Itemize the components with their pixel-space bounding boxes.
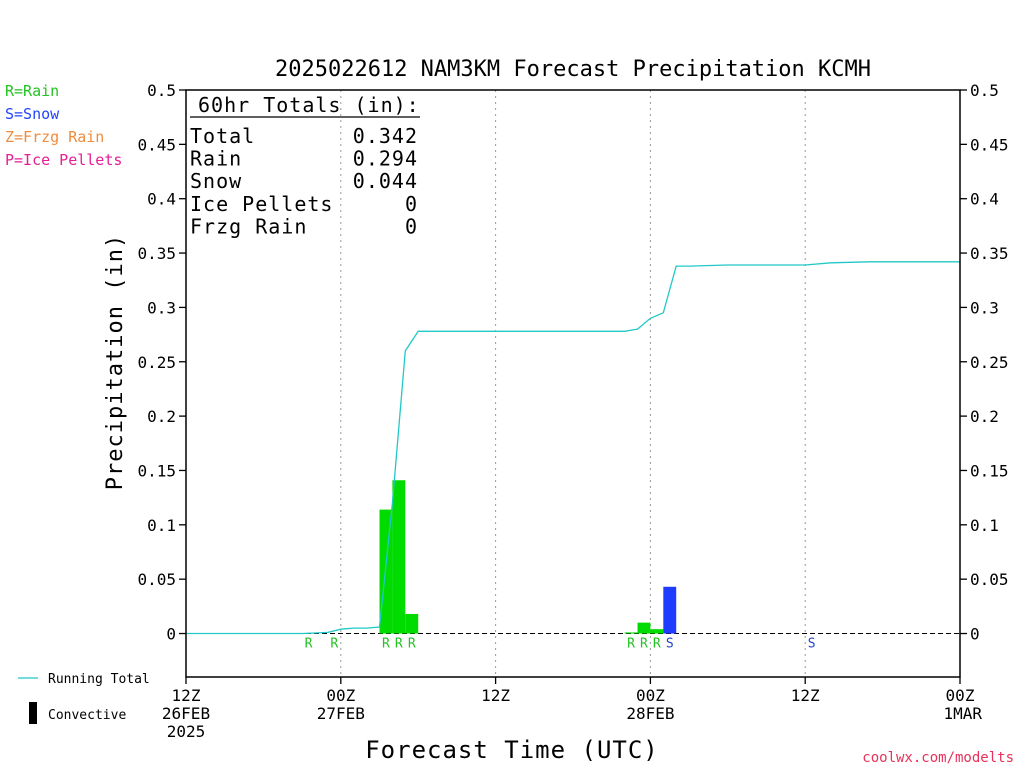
y-tick-label: 0.15 xyxy=(137,461,176,480)
precip-bar xyxy=(392,480,406,634)
y-tick-label: 0.2 xyxy=(147,407,176,426)
precip-type-marker: S xyxy=(808,637,816,652)
x-tick-label: 12Z xyxy=(172,686,201,705)
y-tick-label-right: 0.2 xyxy=(970,407,999,426)
x-tick-label: 26FEB xyxy=(162,704,210,723)
y-tick-label: 0.05 xyxy=(137,570,176,589)
precip-type-marker: R xyxy=(382,637,390,652)
totals-row-value: 0 xyxy=(405,192,418,216)
precip-type-marker: R xyxy=(395,637,403,652)
totals-row-label: Total xyxy=(190,124,255,148)
y-tick-label: 0 xyxy=(166,625,176,644)
precip-bar xyxy=(405,613,419,634)
totals-row-value: 0.342 xyxy=(353,124,418,148)
y-tick-label: 0.25 xyxy=(137,353,176,372)
precip-type-marker: R xyxy=(653,637,661,652)
y-tick-label-right: 0.35 xyxy=(970,244,1009,263)
series-legend-label: Running Total xyxy=(48,672,150,687)
precip-bar xyxy=(379,509,393,634)
precip-type-marker: S xyxy=(666,637,674,652)
precip-type-marker: R xyxy=(640,637,648,652)
x-tick-label: 12Z xyxy=(791,686,820,705)
precip-type-marker: R xyxy=(408,637,416,652)
totals-row-value: 0.044 xyxy=(353,169,418,193)
precip-bar xyxy=(650,629,664,634)
totals-row-label: Ice Pellets xyxy=(190,192,333,216)
precip-type-legend: R=Rain S=Snow Z=Frzg Rain P=Ice Pellets xyxy=(5,82,122,169)
x-tick-label: 27FEB xyxy=(317,704,365,723)
y-tick-label: 0.4 xyxy=(147,190,176,209)
y-axis-left: 0 0.05 0.1 0.15 0.2 0.25 0.3 0.35 0.4 0.45 0.5 xyxy=(137,81,186,644)
precip-bar xyxy=(637,622,651,634)
precip-bar xyxy=(663,586,677,634)
precip-type-legend-entry: Z=Frzg Rain xyxy=(5,128,104,146)
totals-row-label: Snow xyxy=(190,169,242,193)
y-tick-label: 0.35 xyxy=(137,244,176,263)
precip-type-marker: R xyxy=(627,637,635,652)
y-axis-label: Precipitation (in) xyxy=(103,234,128,490)
bar-series xyxy=(379,480,677,634)
totals-row-value: 0.294 xyxy=(353,147,418,171)
y-tick-label-right: 0.15 xyxy=(970,461,1009,480)
y-tick-label-right: 0.45 xyxy=(970,135,1009,154)
x-axis-label: Forecast Time (UTC) xyxy=(365,736,659,764)
x-tick-label: 12Z xyxy=(481,686,510,705)
y-tick-label-right: 0.4 xyxy=(970,190,999,209)
x-tick-label: 00Z xyxy=(326,686,355,705)
y-tick-label: 0.3 xyxy=(147,298,176,317)
totals-row-label: Rain xyxy=(190,147,242,171)
precip-type-legend-entry: R=Rain xyxy=(5,82,59,100)
x-tick-label: 1MAR xyxy=(943,704,982,723)
y-tick-label: 0.5 xyxy=(147,81,176,100)
y-tick-label: 0.1 xyxy=(147,516,176,535)
precip-type-marker: R xyxy=(305,637,313,652)
y-tick-label: 0.45 xyxy=(137,135,176,154)
chart-title: 2025022612 NAM3KM Forecast Precipitation… xyxy=(275,57,871,82)
precip-type-marker: R xyxy=(330,637,338,652)
series-legend: Running Total Convective xyxy=(18,672,150,724)
precip-bar xyxy=(624,632,638,634)
y-tick-label-right: 0.3 xyxy=(970,298,999,317)
plot-frame xyxy=(185,89,961,678)
y-tick-label-right: 0 xyxy=(970,625,980,644)
totals-row-label: Frzg Rain xyxy=(190,214,307,238)
y-tick-label-right: 0.25 xyxy=(970,353,1009,372)
credit-text: coolwx.com/modelts xyxy=(862,750,1014,766)
grid-lines xyxy=(340,90,806,677)
x-tick-label: 28FEB xyxy=(626,704,674,723)
totals-heading: 60hr Totals (in): xyxy=(198,93,420,117)
series-legend-label: Convective xyxy=(48,708,126,723)
x-tick-label: 2025 xyxy=(167,722,206,741)
y-tick-label-right: 0.5 xyxy=(970,81,999,100)
y-tick-label-right: 0.05 xyxy=(970,570,1009,589)
totals-box: 60hr Totals (in): Total 0.342 Rain 0.294 Snow… xyxy=(190,93,420,238)
precip-type-legend-entry: S=Snow xyxy=(5,105,60,123)
x-tick-label: 00Z xyxy=(636,686,665,705)
precip-type-legend-entry: P=Ice Pellets xyxy=(5,151,122,169)
running-total-line xyxy=(186,261,960,635)
x-tick-label: 00Z xyxy=(946,686,975,705)
y-tick-label-right: 0.1 xyxy=(970,516,999,535)
series-legend-swatch xyxy=(29,702,37,724)
totals-row-value: 0 xyxy=(405,214,418,238)
y-axis-right: 0 0.05 0.1 0.15 0.2 0.25 0.3 0.35 0.4 0.45 0.5 xyxy=(960,81,1009,644)
